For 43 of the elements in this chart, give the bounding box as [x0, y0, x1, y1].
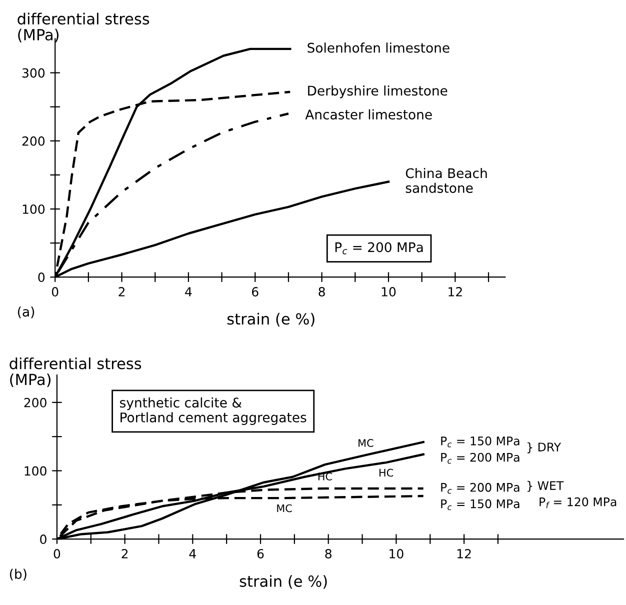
- series-label: P$_{c}$ = 200 MPa: [441, 452, 520, 464]
- x-tick-label: 0: [52, 287, 58, 296]
- x-tick-label: 4: [185, 287, 192, 296]
- y-tick-label: 100: [24, 466, 46, 476]
- annotation: P$_{f}$ = 120 MPa: [540, 497, 616, 508]
- x-tick-label: 10: [390, 549, 404, 558]
- x-tick-label: 8: [325, 549, 332, 558]
- annotation: synthetic calcite & Portland cement aggregates: [120, 397, 306, 425]
- series-label: China Beach sandstone: [406, 168, 487, 193]
- x-tick-label: 12: [448, 287, 462, 296]
- series-label: Solenhofen limestone: [308, 42, 450, 53]
- x-tick-label: 10: [382, 287, 396, 296]
- y-axis-title: differential stress (MPa): [10, 357, 142, 388]
- y-tick-label: 0: [38, 272, 45, 282]
- y-tick-label: 200: [22, 136, 45, 146]
- series-label: P$_{c}$ = 200 MPa: [441, 482, 520, 494]
- text: (a): [18, 306, 34, 318]
- x-tick-label: 6: [252, 287, 258, 296]
- y-axis-title: differential stress (MPa): [18, 12, 150, 42]
- series-label: P$_{c}$ = 150 MPa: [441, 436, 520, 448]
- y-tick-label: 0: [40, 534, 46, 544]
- y-tick-label: 200: [24, 398, 46, 408]
- series-label: Ancaster limestone: [305, 109, 432, 120]
- annotation: P$_{c}$ = 200 MPa: [335, 242, 423, 254]
- x-tick-label: 4: [189, 549, 196, 558]
- annotation: } WET: [528, 480, 564, 492]
- y-tick-label: 300: [22, 68, 45, 78]
- annotation: MC: [358, 439, 374, 447]
- x-tick-label: 12: [457, 549, 471, 558]
- x-axis-title: strain (e %): [240, 575, 327, 589]
- annotation: } DRY: [528, 442, 562, 454]
- x-tick-label: 2: [122, 549, 128, 558]
- series-label: Derbyshire limestone: [308, 85, 448, 98]
- x-tick-label: 6: [257, 549, 264, 558]
- annotation: MC: [277, 504, 292, 512]
- x-tick-label: 2: [118, 287, 124, 296]
- x-axis-title: strain (e %): [227, 312, 314, 326]
- series-label: P$_{c}$ = 150 MPa: [441, 499, 520, 510]
- y-tick-label: 100: [22, 204, 45, 214]
- text: (b): [10, 568, 26, 581]
- x-tick-label: 8: [318, 287, 325, 296]
- annotation: HC: [379, 468, 394, 477]
- x-tick-label: 0: [54, 549, 60, 558]
